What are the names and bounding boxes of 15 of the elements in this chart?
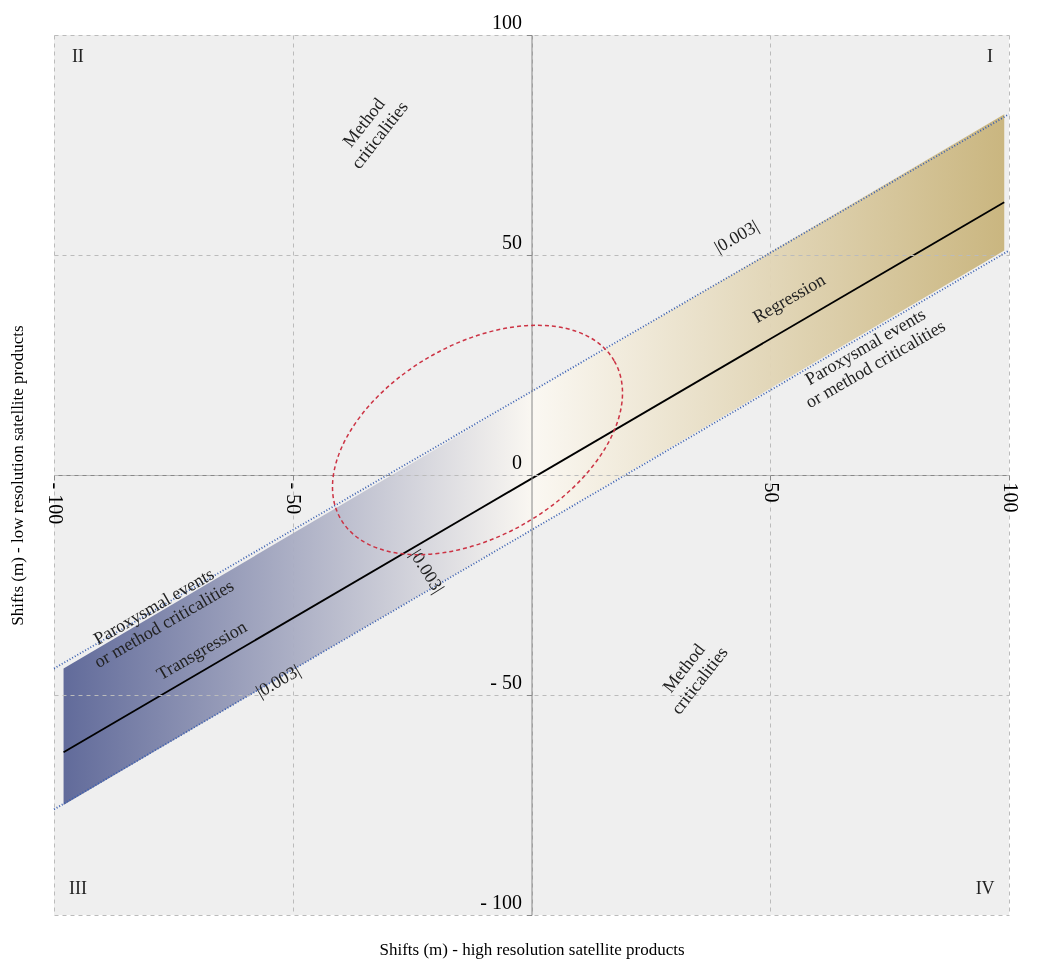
x-tick-label: 50 — [760, 482, 783, 503]
x-tick-label: 100 — [999, 482, 1022, 513]
y-tick-label: - 50 — [490, 670, 522, 693]
annotation: IV — [975, 877, 995, 898]
annotation: II — [71, 46, 84, 66]
annotation: I — [986, 46, 993, 66]
x-tick-label: - 100 — [44, 482, 67, 525]
y-tick-label: 50 — [502, 230, 522, 253]
y-tick-label: 100 — [492, 10, 522, 33]
x-tick-label: - 50 — [283, 482, 306, 515]
y-axis-title: Shifts (m) - low resolution satellite products — [7, 325, 27, 626]
annotation: III — [68, 877, 87, 898]
x-axis-title: Shifts (m) - high resolution satellite products — [379, 939, 685, 959]
y-tick-label: 0 — [512, 450, 522, 473]
y-tick-label: - 100 — [480, 890, 522, 913]
